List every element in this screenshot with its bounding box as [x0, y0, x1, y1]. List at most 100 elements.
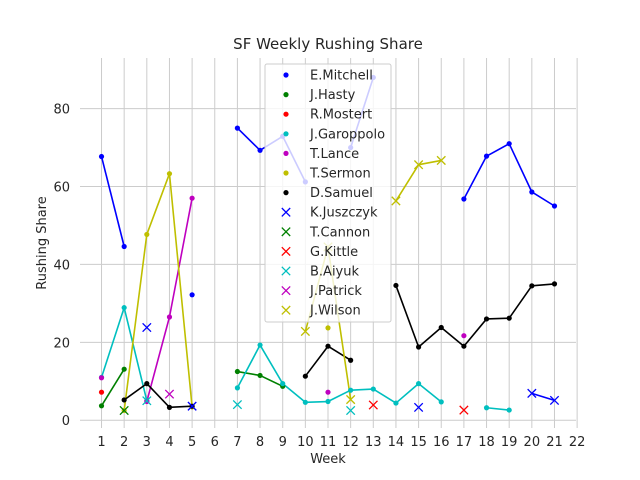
legend-item-e-mitchell: E.Mitchell: [283, 69, 373, 84]
data-point-r-mostert: [98, 389, 105, 395]
legend-marker-t-sermon: [283, 170, 289, 176]
legend-frame: [264, 63, 392, 323]
data-point-d-samuel: [551, 281, 558, 287]
series-line-k-juszczyk: [531, 392, 555, 402]
data-point-k-juszczyk: [413, 402, 424, 413]
data-point-k-juszczyk: [549, 395, 560, 406]
legend-label: K.Juszczyk: [310, 206, 378, 221]
series-line-j-hasty: [100, 368, 125, 407]
data-point-j-garoppolo: [415, 381, 422, 387]
data-point-d-samuel: [325, 343, 331, 349]
data-point-e-mitchell: [257, 147, 263, 153]
data-point-j-garoppolo: [325, 398, 331, 405]
legend-item-k-juszczyk: K.Juszczyk: [281, 206, 378, 221]
legend-label: D.Samuel: [310, 186, 373, 201]
chart-title: SF Weekly Rushing Share: [233, 35, 423, 53]
data-point-e-mitchell: [189, 292, 195, 298]
data-point-b-aiyuk: [232, 399, 243, 410]
legend-marker-e-mitchell: [283, 72, 289, 78]
y-axis-ticks: 0 20 40 60 80: [53, 103, 70, 430]
legend-item-j-hasty: J.Hasty: [283, 88, 356, 103]
data-point-k-juszczyk: [187, 401, 197, 411]
data-point-e-mitchell: [483, 153, 490, 159]
legend-marker-k-juszczyk: [281, 207, 291, 217]
data-point-e-mitchell: [529, 189, 535, 195]
data-point-d-samuel: [483, 316, 490, 322]
data-point-j-wilson: [300, 326, 311, 337]
data-point-t-lance: [98, 375, 105, 381]
legend-marker-j-wilson: [281, 305, 291, 315]
legend-item-b-aiyuk: B.Aiyuk: [281, 265, 359, 280]
x-tick-label: 14: [388, 435, 405, 450]
legend-item-r-mostert: R.Mostert: [283, 108, 372, 123]
legend-marker-t-lance: [283, 150, 289, 156]
data-point-e-mitchell: [506, 141, 512, 147]
data-point-t-lance: [189, 195, 195, 201]
data-point-t-lance: [166, 314, 173, 320]
data-point-t-cannon: [119, 405, 129, 416]
x-tick-label: 3: [143, 435, 151, 450]
data-point-t-sermon: [166, 171, 173, 177]
legend-label: J.Garoppolo: [309, 127, 385, 142]
data-point-e-mitchell: [234, 125, 241, 131]
data-point-j-hasty: [234, 368, 241, 375]
x-tick-label: 21: [546, 435, 563, 450]
x-tick-label: 15: [410, 435, 427, 450]
data-point-t-sermon: [144, 231, 150, 238]
data-point-j-garoppolo: [302, 399, 308, 405]
x-tick-label: 5: [188, 435, 196, 450]
legend-label: T.Cannon: [309, 225, 370, 240]
data-point-j-garoppolo: [280, 381, 286, 387]
data-point-j-garoppolo: [370, 386, 376, 392]
x-tick-label: 19: [501, 435, 518, 450]
y-axis-label: Rushing Share: [35, 196, 50, 289]
legend-label: J.Wilson: [309, 304, 361, 319]
legend-item-t-cannon: T.Cannon: [281, 225, 370, 240]
data-point-b-aiyuk: [345, 405, 356, 416]
series-line-d-samuel: [395, 283, 555, 348]
data-point-d-samuel: [506, 315, 512, 321]
data-point-j-wilson: [413, 160, 424, 170]
data-point-j-hasty: [121, 366, 127, 372]
legend-item-j-patrick: J.Patrick: [281, 284, 362, 299]
x-tick-label: 6: [211, 435, 219, 450]
y-tick-label: 20: [53, 336, 70, 351]
legend-label: J.Hasty: [309, 88, 356, 103]
data-point-j-wilson: [345, 394, 356, 405]
data-point-j-wilson: [436, 155, 446, 166]
data-point-d-samuel: [461, 343, 467, 349]
data-point-j-wilson: [391, 196, 401, 206]
x-tick-label: 2: [120, 435, 128, 450]
data-point-d-samuel: [302, 373, 308, 379]
legend-item-t-lance: T.Lance: [283, 147, 359, 162]
y-tick-label: 80: [53, 103, 70, 118]
data-point-e-mitchell: [98, 153, 105, 160]
data-point-j-garoppolo: [234, 385, 241, 391]
data-point-j-garoppolo: [438, 399, 444, 405]
legend-marker-b-aiyuk: [281, 266, 291, 276]
data-point-d-samuel: [393, 282, 399, 289]
data-point-b-aiyuk: [142, 396, 152, 406]
x-tick-label: 13: [365, 435, 382, 450]
y-tick-label: 60: [53, 181, 70, 196]
x-tick-label: 17: [456, 435, 473, 450]
data-point-e-mitchell: [551, 203, 558, 209]
legend-marker-j-hasty: [283, 92, 289, 98]
x-tick-label: 18: [478, 435, 495, 450]
data-point-d-samuel: [348, 357, 354, 363]
x-tick-label: 16: [433, 435, 450, 450]
legend-item-g-kittle: G.Kittle: [281, 245, 358, 260]
data-point-e-mitchell: [121, 243, 127, 250]
series-line-j-garoppolo: [486, 406, 510, 411]
data-point-j-hasty: [98, 403, 105, 409]
legend-label: B.Aiyuk: [310, 265, 359, 280]
data-point-g-kittle: [459, 405, 469, 415]
x-tick-label: 1: [97, 435, 105, 450]
data-point-j-hasty: [257, 372, 263, 379]
data-point-j-garoppolo: [121, 305, 127, 311]
data-point-j-garoppolo: [506, 407, 512, 413]
data-point-k-juszczyk: [527, 388, 537, 398]
series-line-d-samuel: [123, 382, 193, 409]
data-point-d-samuel: [438, 324, 444, 331]
data-point-d-samuel: [166, 404, 173, 410]
